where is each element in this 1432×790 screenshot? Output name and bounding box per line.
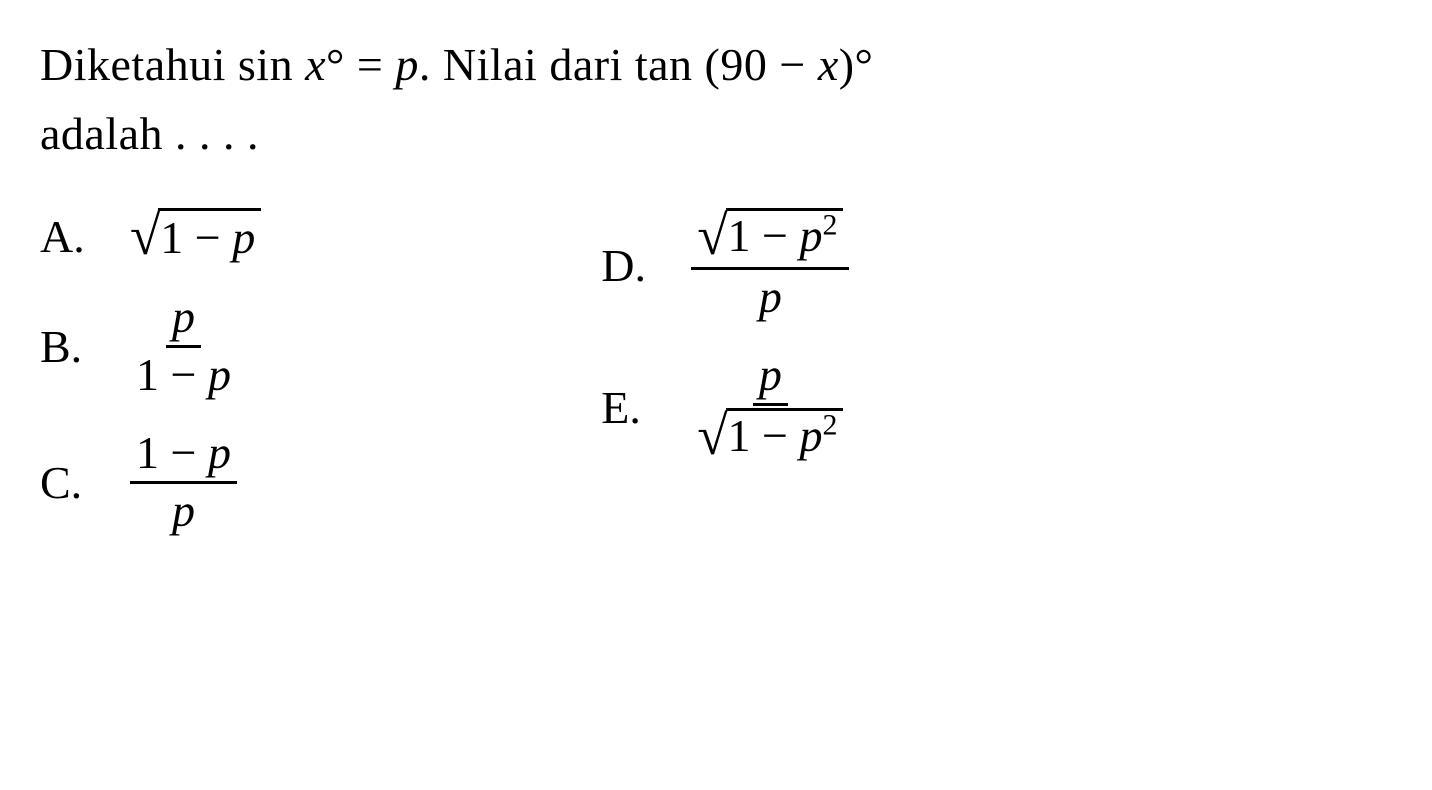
exponent: 2 (823, 209, 838, 242)
question-line2: adalah . . . . (40, 108, 259, 159)
denominator: p (166, 484, 201, 537)
text-segment: 1 − (728, 410, 800, 461)
option-content-d: √ 1 − p2 p (691, 208, 849, 322)
degree-symbol: )° (839, 39, 874, 90)
variable-x: x (305, 39, 326, 90)
sqrt-expression: √ 1 − p2 (697, 208, 843, 263)
exponent: 2 (823, 408, 838, 441)
text-segment: = (345, 39, 395, 90)
option-c: C. 1 − p p (40, 428, 261, 536)
text-segment: Diketahui sin (40, 39, 305, 90)
variable-p: p (800, 210, 823, 261)
numerator: 1 − p (130, 428, 237, 484)
numerator: p (753, 350, 788, 406)
sqrt-radicand: 1 − p2 (726, 408, 844, 463)
option-label-e: E. (601, 381, 691, 434)
options-column-left: A. √ 1 − p B. p 1 − p (40, 208, 261, 536)
degree-symbol: ° (326, 39, 345, 90)
text-segment: 1 − (160, 212, 232, 263)
text-segment: 1 − (136, 349, 208, 400)
option-d: D. √ 1 − p2 p (601, 208, 849, 322)
option-b: B. p 1 − p (40, 292, 261, 400)
sqrt-radicand: 1 − p2 (726, 208, 844, 263)
sqrt-icon: √ (130, 208, 160, 264)
option-content-a: √ 1 − p (130, 208, 261, 264)
text-segment: . Nilai dari tan (90 − (419, 39, 818, 90)
denominator: 1 − p (130, 348, 237, 401)
option-label-a: A. (40, 210, 130, 263)
question-line1: Diketahui sin x° = p. Nilai dari tan (90… (40, 39, 873, 90)
variable-p: p (172, 485, 195, 536)
numerator: √ 1 − p2 (691, 208, 849, 270)
denominator: √ 1 − p2 (691, 406, 849, 465)
option-label-c: C. (40, 456, 130, 509)
sqrt-expression: √ 1 − p (130, 208, 261, 264)
fraction: p √ 1 − p2 (691, 350, 849, 464)
variable-p: p (208, 427, 231, 478)
option-e: E. p √ 1 − p2 (601, 350, 849, 464)
numerator: p (166, 292, 201, 348)
fraction: p 1 − p (130, 292, 237, 400)
option-a: A. √ 1 − p (40, 208, 261, 264)
option-content-e: p √ 1 − p2 (691, 350, 849, 464)
fraction: 1 − p p (130, 428, 237, 536)
variable-p: p (800, 410, 823, 461)
variable-p: p (172, 291, 195, 342)
variable-p: p (759, 349, 782, 400)
options-column-right: D. √ 1 − p2 p (601, 208, 849, 536)
option-content-b: p 1 − p (130, 292, 237, 400)
variable-p: p (759, 271, 782, 322)
variable-p: p (232, 212, 255, 263)
variable-p: p (208, 349, 231, 400)
text-segment: 1 − (136, 427, 208, 478)
fraction: √ 1 − p2 p (691, 208, 849, 322)
denominator: p (753, 270, 788, 323)
option-label-b: B. (40, 320, 130, 373)
sqrt-icon: √ (697, 208, 727, 263)
question-text: Diketahui sin x° = p. Nilai dari tan (90… (40, 30, 1392, 168)
variable-x: x (818, 39, 839, 90)
option-label-d: D. (601, 239, 691, 292)
option-content-c: 1 − p p (130, 428, 237, 536)
sqrt-icon: √ (697, 408, 727, 463)
text-segment: 1 − (728, 210, 800, 261)
sqrt-radicand: 1 − p (158, 208, 261, 264)
variable-p: p (395, 39, 419, 90)
sqrt-expression: √ 1 − p2 (697, 408, 843, 463)
options-container: A. √ 1 − p B. p 1 − p (40, 208, 1392, 536)
